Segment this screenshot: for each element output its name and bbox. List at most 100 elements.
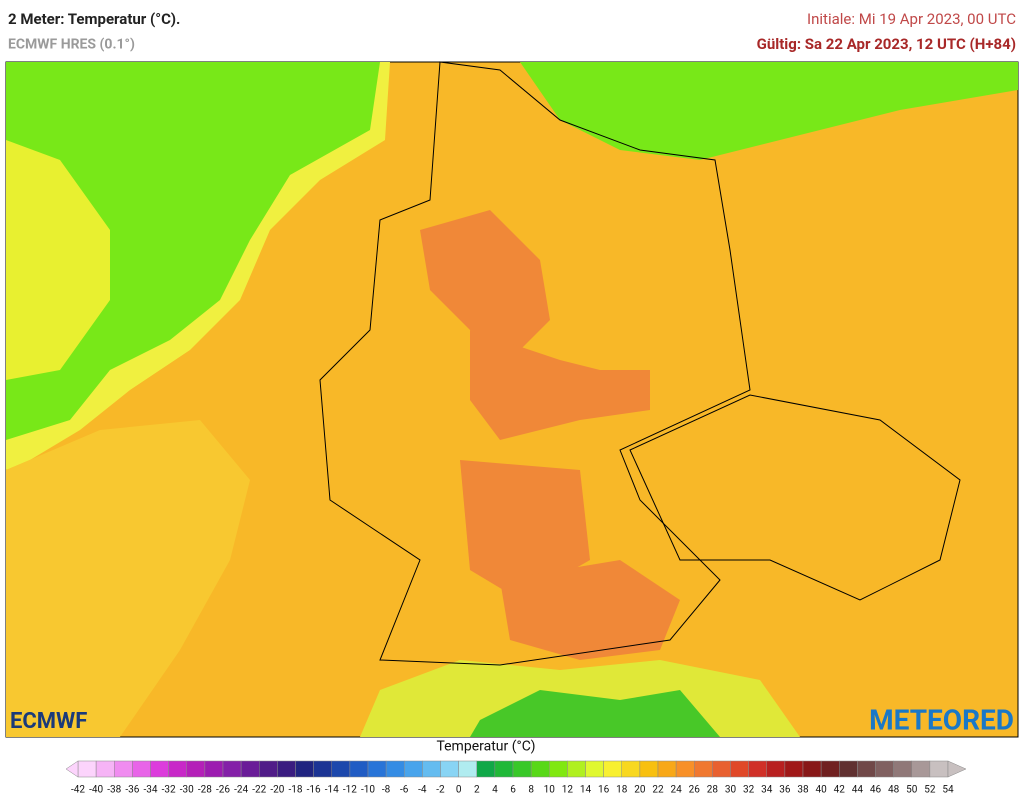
warm-center xyxy=(470,330,650,440)
colorbar-tick-label: -8 xyxy=(382,785,391,796)
colorbar-box xyxy=(657,760,677,778)
colorbar-tick-label: 34 xyxy=(761,785,773,796)
colorbar-tick-label: 0 xyxy=(456,785,462,796)
colorbar-box xyxy=(802,760,822,778)
colorbar-box xyxy=(549,760,568,778)
colorbar-tick-label: -12 xyxy=(343,785,357,796)
colorbar-tick-label: 18 xyxy=(616,785,628,796)
baltic-sea xyxy=(520,62,1018,160)
colorbar-box xyxy=(875,760,894,778)
colorbar-tick-label: 36 xyxy=(779,785,791,796)
colorbar-tick-label: 38 xyxy=(797,785,809,796)
border-czech xyxy=(629,394,961,601)
colorbar-tick-label: -22 xyxy=(252,785,266,796)
colorbar-tick-label: 10 xyxy=(544,785,556,796)
colorbar-box xyxy=(766,760,786,778)
colorbar-box xyxy=(911,760,931,778)
colorbar-box xyxy=(277,760,296,778)
colorbar-tick-label: 54 xyxy=(942,785,954,796)
colorbar-box xyxy=(440,760,459,778)
colorbar-box xyxy=(222,760,242,778)
ecmwf-logo: ECMWF xyxy=(10,709,87,734)
colorbar-tick-label: -40 xyxy=(89,785,103,796)
colorbar-box xyxy=(857,760,876,778)
colorbar-box xyxy=(186,760,206,778)
colorbar-box xyxy=(893,760,912,778)
colorbar-box xyxy=(694,760,713,778)
colorbar-arrow-high xyxy=(947,760,967,778)
colorbar-box xyxy=(784,760,804,778)
colorbar-box xyxy=(512,760,532,778)
colorbar-box xyxy=(603,760,622,778)
meteored-logo: METEORED xyxy=(869,703,1014,736)
colorbar-tick-label: -20 xyxy=(270,785,284,796)
colorbar-tick-label: 40 xyxy=(816,785,828,796)
colorbar-box xyxy=(730,760,749,778)
colorbar-box xyxy=(567,760,586,778)
warm-south xyxy=(460,460,590,600)
colorbar-box xyxy=(585,760,604,778)
colorbar-tick-label: 52 xyxy=(924,785,936,796)
colorbar-tick-label: 42 xyxy=(834,785,846,796)
colorbar-tick-label: 46 xyxy=(870,785,882,796)
colorbar-tick-label: -34 xyxy=(143,785,157,796)
valid-time: Gültig: Sa 22 Apr 2023, 12 UTC (H+84) xyxy=(757,35,1016,53)
colorbar-box xyxy=(476,760,496,778)
colorbar-box xyxy=(240,760,260,778)
colorbar-box xyxy=(367,760,387,778)
colorbar-box xyxy=(639,760,659,778)
colorbar-tick-label: 22 xyxy=(652,785,664,796)
colorbar-box xyxy=(422,760,441,778)
colorbar-box xyxy=(295,760,314,778)
colorbar-tick-label: 30 xyxy=(725,785,737,796)
colorbar-tick-label: -4 xyxy=(418,785,427,796)
colorbar-box xyxy=(95,760,115,778)
colorbar-box xyxy=(712,760,731,778)
colorbar-box xyxy=(331,760,351,778)
colorbar-tick-label: -26 xyxy=(216,785,230,796)
colorbar-box xyxy=(132,760,151,778)
colorbar-tick-label: -42 xyxy=(71,785,85,796)
colorbar-tick-label: -30 xyxy=(180,785,194,796)
colorbar-tick-label: 44 xyxy=(852,785,864,796)
colorbar-tick-label: 48 xyxy=(888,785,900,796)
colorbar-box xyxy=(168,760,187,778)
init-time: Initiale: Mi 19 Apr 2023, 00 UTC xyxy=(807,10,1016,28)
sea-green xyxy=(6,62,380,440)
alps-green xyxy=(470,690,720,737)
colorbar-tick-label: 24 xyxy=(671,785,683,796)
colorbar-box xyxy=(204,760,224,778)
colorbar-tick-label: 50 xyxy=(906,785,918,796)
colorbar-tick-label: 12 xyxy=(562,785,574,796)
map: ECMWF METEORED xyxy=(5,61,1019,738)
colorbar-title: Temperatur (°C) xyxy=(436,739,535,755)
colorbar-box xyxy=(530,760,550,778)
colorbar-tick-label: 16 xyxy=(598,785,610,796)
colorbar-box xyxy=(313,760,332,778)
colorbar-tick-label: 20 xyxy=(634,785,646,796)
colorbar-tick-label: 8 xyxy=(528,785,534,796)
colorbar-box xyxy=(675,760,695,778)
colorbar-tick-label: -18 xyxy=(288,785,302,796)
france-west xyxy=(6,420,250,737)
subtitle: ECMWF HRES (0.1°) xyxy=(8,37,135,53)
colorbar-box xyxy=(349,760,369,778)
colorbar-tick-label: -10 xyxy=(361,785,375,796)
colorbar-box xyxy=(621,760,641,778)
colorbar-tick-label: -36 xyxy=(125,785,139,796)
colorbar-box xyxy=(929,760,949,778)
colorbar-tick-label: 32 xyxy=(743,785,755,796)
colorbar-tick-label: -32 xyxy=(162,785,176,796)
colorbar-tick-label: -14 xyxy=(325,785,339,796)
colorbar-tick-label: 4 xyxy=(492,785,498,796)
colorbar-tick-label: -6 xyxy=(400,785,409,796)
colorbar-box xyxy=(259,760,278,778)
warm-north xyxy=(420,210,550,350)
colorbar-box xyxy=(820,760,840,778)
england xyxy=(6,140,110,380)
colorbar-box xyxy=(114,760,133,778)
border-germany xyxy=(319,61,751,666)
colorbar-tick-label: 28 xyxy=(707,785,719,796)
